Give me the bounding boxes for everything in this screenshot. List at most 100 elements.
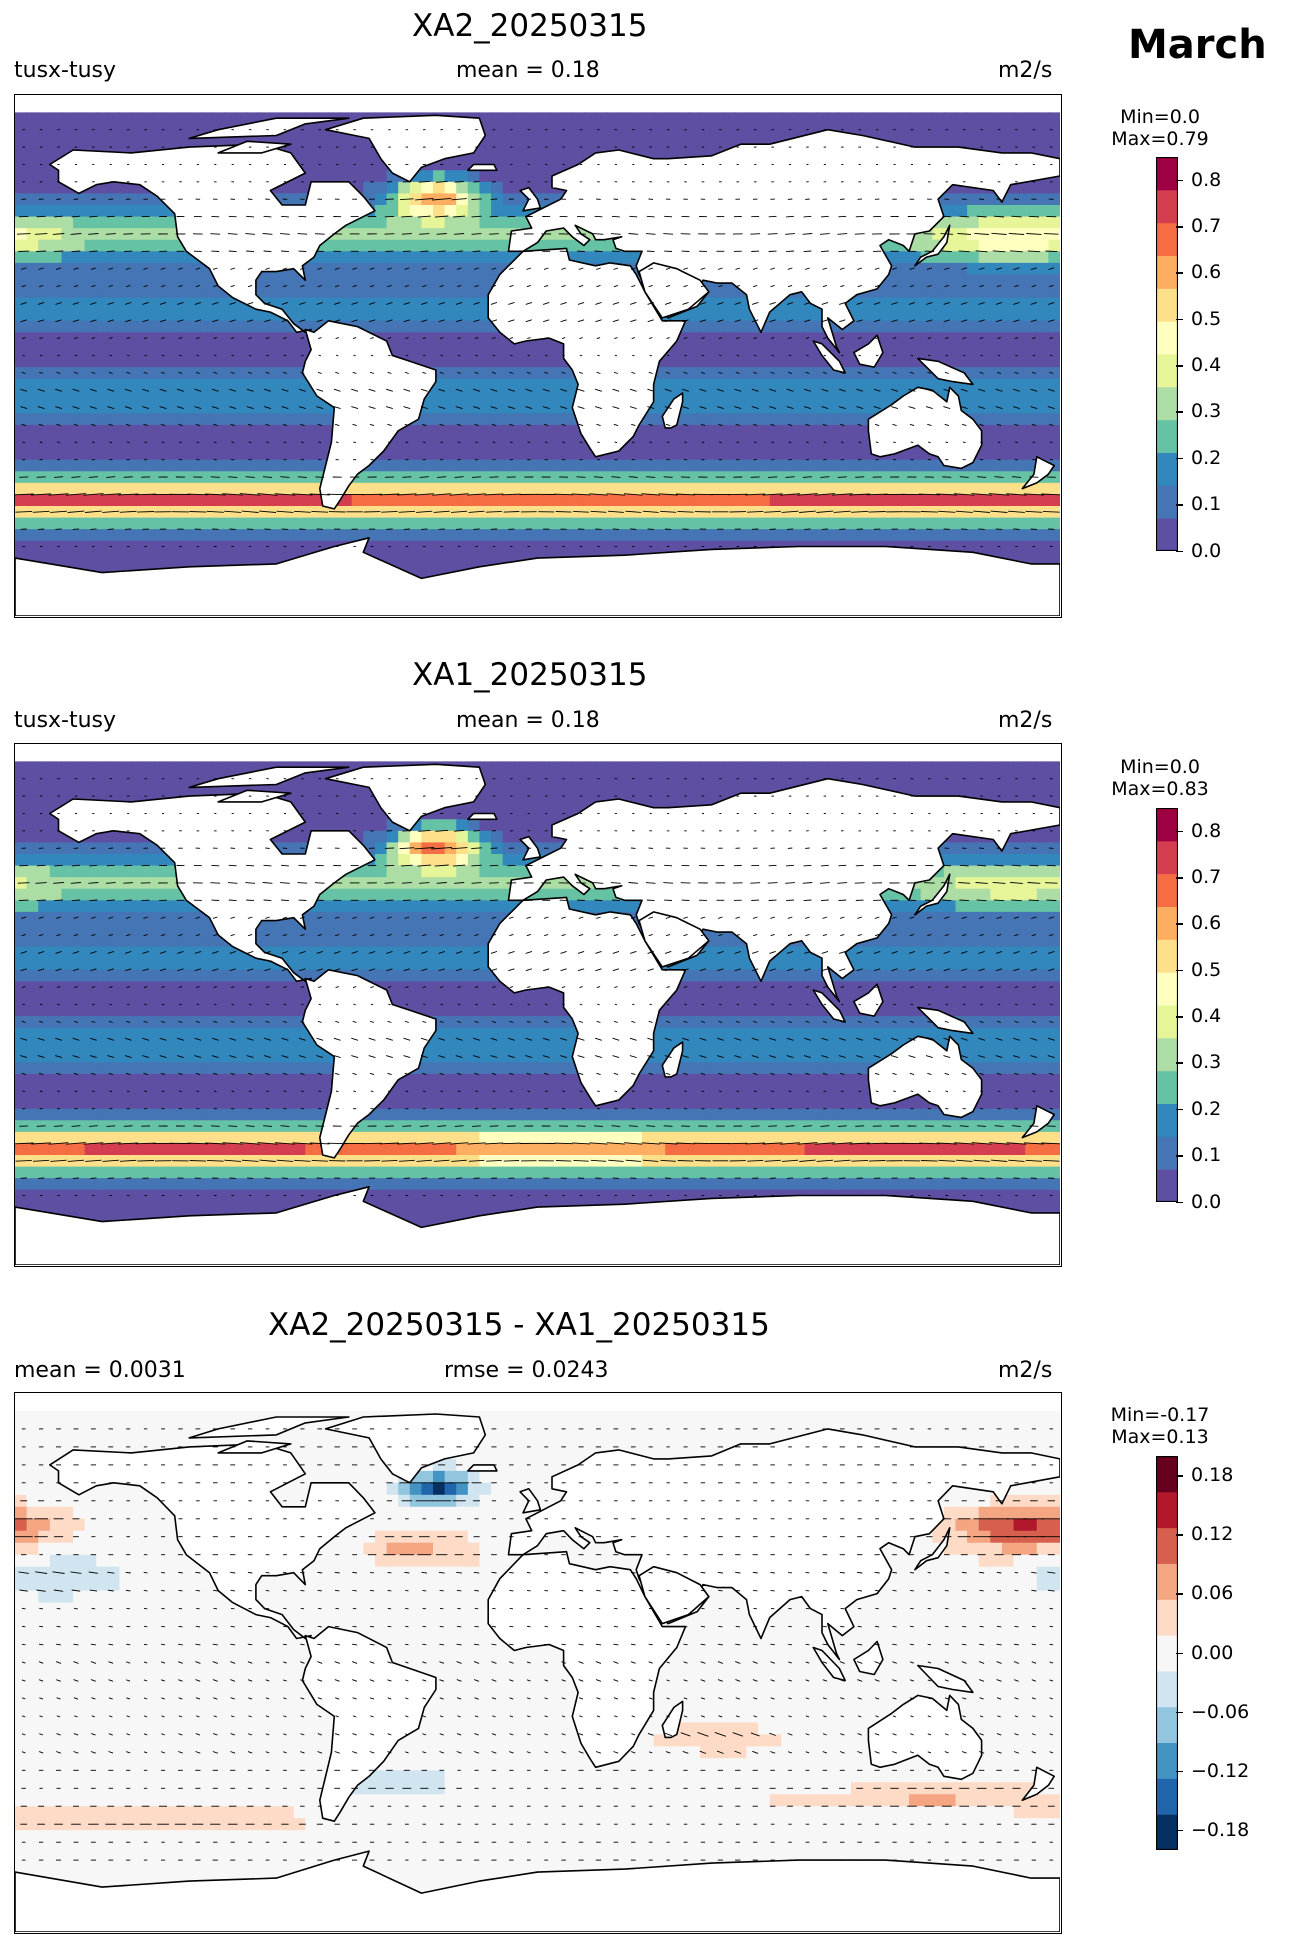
vector-arrow — [961, 528, 968, 530]
vector-arrow — [727, 493, 748, 496]
vector-arrow — [369, 423, 375, 427]
vector-arrow — [578, 1751, 584, 1754]
vector-arrow — [229, 388, 237, 392]
panel-3-colorbar-max: Max=0.13 — [1111, 1426, 1209, 1448]
vector-arrow — [491, 933, 497, 937]
vector-arrow — [980, 354, 983, 357]
vector-arrow — [787, 423, 793, 427]
vector-arrow — [282, 371, 288, 374]
vector-arrow — [666, 986, 670, 989]
vector-arrow — [299, 916, 305, 919]
vector-arrow — [15, 493, 34, 496]
vector-arrow — [454, 233, 465, 235]
vector-arrow — [422, 1090, 426, 1093]
vector-arrow — [38, 916, 44, 919]
vector-arrow — [873, 319, 881, 323]
vector-arrow — [240, 1142, 261, 1145]
vector-arrow — [119, 1159, 137, 1162]
vector-arrow — [55, 950, 62, 954]
landmass — [853, 334, 884, 368]
vector-arrow — [697, 1731, 709, 1737]
vector-arrow — [769, 1037, 777, 1041]
vector-arrow — [613, 916, 619, 919]
vector-arrow — [613, 1589, 619, 1592]
vector-arrow — [161, 1733, 165, 1736]
vector-arrow — [248, 337, 252, 340]
vector-arrow — [753, 337, 757, 340]
vector-arrow — [799, 1159, 816, 1162]
vector-arrow — [631, 1625, 636, 1628]
vector-arrow — [142, 406, 150, 410]
vector-arrow — [403, 950, 411, 954]
vector-arrow — [362, 1142, 382, 1145]
vector-arrow — [456, 1751, 462, 1754]
vector-arrow — [490, 968, 498, 972]
vector-arrow — [56, 986, 61, 989]
vector-arrow — [856, 406, 864, 410]
vector-arrow — [176, 1055, 184, 1059]
vector-arrow — [300, 423, 305, 427]
vector-arrow — [334, 1679, 340, 1682]
vector-arrow — [717, 301, 724, 305]
vector-arrow — [228, 899, 237, 902]
vector-arrow — [39, 1733, 44, 1736]
vector-arrow — [21, 916, 27, 919]
vector-arrow — [856, 388, 864, 392]
vector-arrow — [960, 388, 968, 392]
vector-arrow — [48, 1142, 69, 1145]
vector-arrow — [126, 1733, 131, 1736]
vector-arrow — [473, 1679, 480, 1682]
vector-arrow — [648, 371, 653, 374]
vector-arrow — [456, 1571, 462, 1574]
vector-arrow — [124, 215, 133, 218]
vector-arrow — [642, 1159, 659, 1162]
vector-arrow — [560, 1055, 568, 1059]
vector-arrow — [927, 1751, 932, 1754]
vector-arrow — [975, 882, 988, 884]
vector-arrow — [683, 371, 688, 374]
vector-arrow — [993, 215, 1005, 218]
vector-arrow — [283, 1751, 287, 1754]
vector-arrow — [88, 1125, 98, 1127]
vector-arrow — [1014, 1072, 1019, 1076]
vector-arrow — [214, 354, 217, 357]
vector-arrow — [752, 1679, 758, 1682]
vector-arrow — [857, 423, 862, 427]
vector-arrow — [370, 1715, 374, 1718]
vector-arrow — [420, 388, 428, 392]
vector-arrow — [228, 864, 237, 867]
vector-arrow — [544, 441, 548, 444]
vector-arrow — [941, 250, 952, 253]
vector-arrow — [646, 215, 655, 218]
vector-arrow — [246, 388, 254, 392]
vector-arrow — [612, 968, 620, 972]
vector-arrow — [823, 337, 827, 340]
vector-arrow — [300, 933, 305, 937]
vector-arrow — [213, 933, 218, 937]
vector-arrow — [454, 181, 464, 183]
vector-arrow — [927, 284, 932, 288]
vector-arrow — [665, 1751, 671, 1754]
vector-arrow — [866, 1142, 888, 1145]
vector-arrow — [787, 1751, 793, 1754]
vector-arrow — [440, 354, 443, 357]
vector-arrow — [491, 1661, 497, 1664]
vector-arrow — [159, 388, 167, 392]
vector-arrow — [474, 933, 479, 937]
vector-arrow — [467, 493, 486, 496]
vector-arrow — [509, 1589, 514, 1592]
vector-arrow — [420, 1055, 428, 1059]
vector-arrow — [857, 1643, 863, 1646]
vector-arrow — [770, 933, 775, 937]
landmass — [917, 1664, 974, 1694]
vector-arrow — [248, 1625, 253, 1628]
vector-arrow — [195, 1697, 201, 1700]
panel-2-title: XA1_20250315 — [412, 657, 648, 693]
vector-arrow — [975, 250, 988, 253]
vector-arrow — [613, 1643, 619, 1646]
vector-arrow — [873, 406, 881, 410]
vector-arrow — [820, 215, 829, 218]
vector-arrow — [292, 493, 313, 496]
vector-arrow — [369, 1020, 375, 1023]
vector-arrow — [718, 1090, 722, 1093]
